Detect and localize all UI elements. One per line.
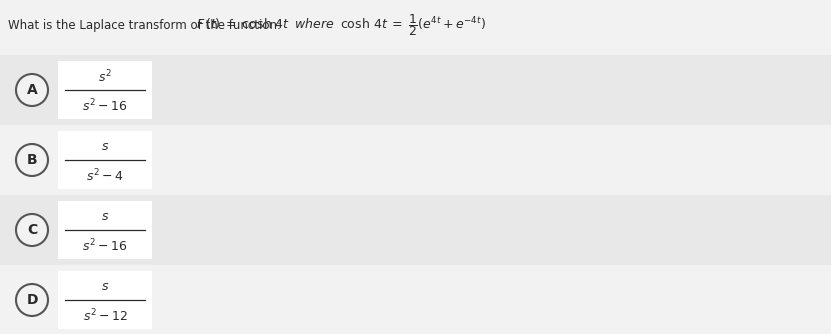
FancyBboxPatch shape [0, 55, 831, 125]
FancyBboxPatch shape [58, 201, 152, 259]
Text: $s^2-12$: $s^2-12$ [82, 308, 127, 324]
Text: $s$: $s$ [101, 210, 109, 223]
FancyBboxPatch shape [0, 195, 831, 265]
Text: B: B [27, 153, 37, 167]
Text: C: C [27, 223, 37, 237]
FancyBboxPatch shape [0, 0, 831, 50]
FancyBboxPatch shape [0, 265, 831, 334]
Circle shape [16, 214, 48, 246]
Text: $s^2$: $s^2$ [98, 69, 112, 85]
Text: $s$: $s$ [101, 141, 109, 154]
Text: $s^2-4$: $s^2-4$ [86, 168, 124, 184]
Circle shape [16, 74, 48, 106]
Text: $s$: $s$ [101, 281, 109, 294]
FancyBboxPatch shape [58, 131, 152, 189]
Circle shape [16, 144, 48, 176]
Text: $s^2-16$: $s^2-16$ [82, 98, 128, 114]
FancyBboxPatch shape [0, 125, 831, 195]
Text: $F\,(t)\; =\; \cosh\,4t\;\; where\;\; \cosh\,4t\; =\; \dfrac{1}{2}(e^{4t}+e^{-4t: $F\,(t)\; =\; \cosh\,4t\;\; where\;\; \c… [196, 12, 486, 38]
Text: $s^2-16$: $s^2-16$ [82, 238, 128, 254]
Text: What is the Laplace transform of the function:: What is the Laplace transform of the fun… [8, 18, 285, 31]
Text: D: D [27, 293, 37, 307]
Circle shape [16, 284, 48, 316]
FancyBboxPatch shape [58, 61, 152, 119]
Text: A: A [27, 83, 37, 97]
FancyBboxPatch shape [58, 271, 152, 329]
